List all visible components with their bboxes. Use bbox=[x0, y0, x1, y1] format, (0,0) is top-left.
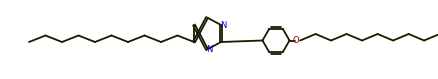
Text: N: N bbox=[206, 45, 212, 54]
Text: O: O bbox=[293, 36, 300, 45]
Text: N: N bbox=[220, 20, 226, 29]
